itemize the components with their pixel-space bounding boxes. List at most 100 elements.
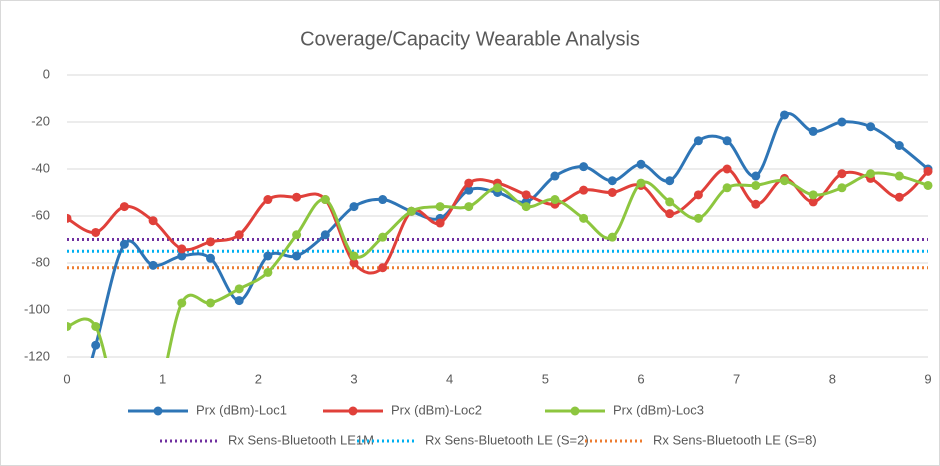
y-tick-label: -60: [31, 207, 50, 222]
data-point: [866, 169, 876, 179]
data-point: [722, 183, 732, 193]
data-point: [837, 169, 847, 179]
data-point: [693, 213, 703, 223]
data-point: [894, 171, 904, 181]
data-point: [148, 260, 158, 270]
data-point: [378, 195, 388, 205]
data-point: [435, 218, 445, 228]
data-point: [263, 195, 273, 205]
x-tick-label: 5: [542, 371, 549, 386]
data-point: [751, 171, 761, 181]
legend-label: Prx (dBm)-Loc2: [391, 402, 482, 417]
data-point: [607, 176, 617, 186]
data-point: [234, 284, 244, 294]
data-point: [464, 185, 474, 195]
data-point: [665, 197, 675, 207]
data-point: [636, 159, 646, 169]
data-point: [435, 202, 445, 212]
data-point: [91, 227, 101, 237]
legend-label: Rx Sens-Bluetooth LE (S=2): [425, 432, 589, 447]
data-point: [808, 190, 818, 200]
data-point: [464, 178, 474, 188]
data-point: [206, 253, 215, 263]
legend-label: Prx (dBm)-Loc3: [613, 402, 704, 417]
data-point: [234, 296, 244, 306]
data-point: [923, 180, 933, 190]
y-tick-label: 0: [43, 66, 50, 81]
data-point: [780, 176, 789, 186]
data-point: [320, 195, 330, 205]
data-point: [406, 206, 416, 216]
data-point: [148, 216, 158, 226]
data-point: [894, 192, 904, 202]
x-tick-label: 3: [350, 371, 357, 386]
data-point: [177, 298, 187, 308]
data-point: [607, 232, 617, 242]
data-point: [521, 190, 531, 200]
data-point: [808, 197, 818, 207]
data-point: [378, 232, 388, 242]
y-tick-label: -100: [24, 301, 50, 316]
x-tick-label: 4: [446, 371, 453, 386]
data-point: [349, 202, 359, 212]
legend-label: Prx (dBm)-Loc1: [196, 402, 287, 417]
legend-marker: [570, 406, 580, 416]
data-point: [177, 244, 187, 254]
data-point: [693, 190, 703, 200]
grid: [67, 74, 928, 358]
legend-label: Rx Sens-Bluetooth LE1M: [228, 432, 374, 447]
data-point: [206, 298, 215, 308]
x-tick-label: 0: [63, 371, 70, 386]
data-point: [579, 185, 589, 195]
data-point: [177, 251, 187, 261]
x-tick-label: 8: [829, 371, 836, 386]
data-point: [693, 136, 703, 146]
x-tick-label: 1: [159, 371, 166, 386]
legend: Prx (dBm)-Loc1 Prx (dBm)-Loc2 Prx (dBm)-Lo…: [128, 402, 817, 447]
data-point: [234, 230, 244, 240]
data-point: [263, 267, 273, 277]
x-tick-label: 2: [255, 371, 262, 386]
data-point: [665, 176, 675, 186]
data-point: [67, 213, 72, 223]
data-point: [493, 183, 502, 193]
plot-area: [67, 110, 933, 358]
data-point: [579, 213, 589, 223]
data-point: [263, 251, 273, 261]
data-point: [320, 230, 330, 240]
data-point: [722, 164, 732, 174]
data-point: [292, 192, 302, 202]
data-point: [292, 230, 302, 240]
y-tick-label: -20: [31, 113, 50, 128]
data-point: [550, 195, 560, 205]
x-tick-label: 7: [733, 371, 740, 386]
data-point: [550, 171, 560, 181]
data-point: [292, 251, 302, 261]
x-tick-label: 9: [924, 371, 931, 386]
data-point: [866, 122, 876, 132]
data-point: [894, 141, 904, 150]
chart-title: Coverage/Capacity Wearable Analysis: [300, 28, 640, 50]
legend-label: Rx Sens-Bluetooth LE (S=8): [653, 432, 817, 447]
legend-marker: [348, 406, 358, 416]
data-point: [837, 117, 847, 127]
data-point: [722, 136, 732, 146]
data-point: [119, 239, 129, 249]
data-point: [464, 202, 474, 212]
data-point: [91, 321, 101, 331]
y-tick-label: -40: [31, 160, 50, 175]
data-point: [119, 202, 129, 212]
data-point: [206, 237, 215, 247]
legend-marker: [153, 406, 163, 416]
data-point: [349, 258, 359, 268]
data-point: [607, 188, 617, 197]
y-tick-label: -80: [31, 254, 50, 269]
x-tick-label: 6: [637, 371, 644, 386]
data-point: [780, 110, 789, 120]
data-point: [837, 183, 847, 193]
data-point: [579, 162, 589, 172]
data-point: [91, 340, 101, 350]
data-point: [349, 251, 359, 261]
